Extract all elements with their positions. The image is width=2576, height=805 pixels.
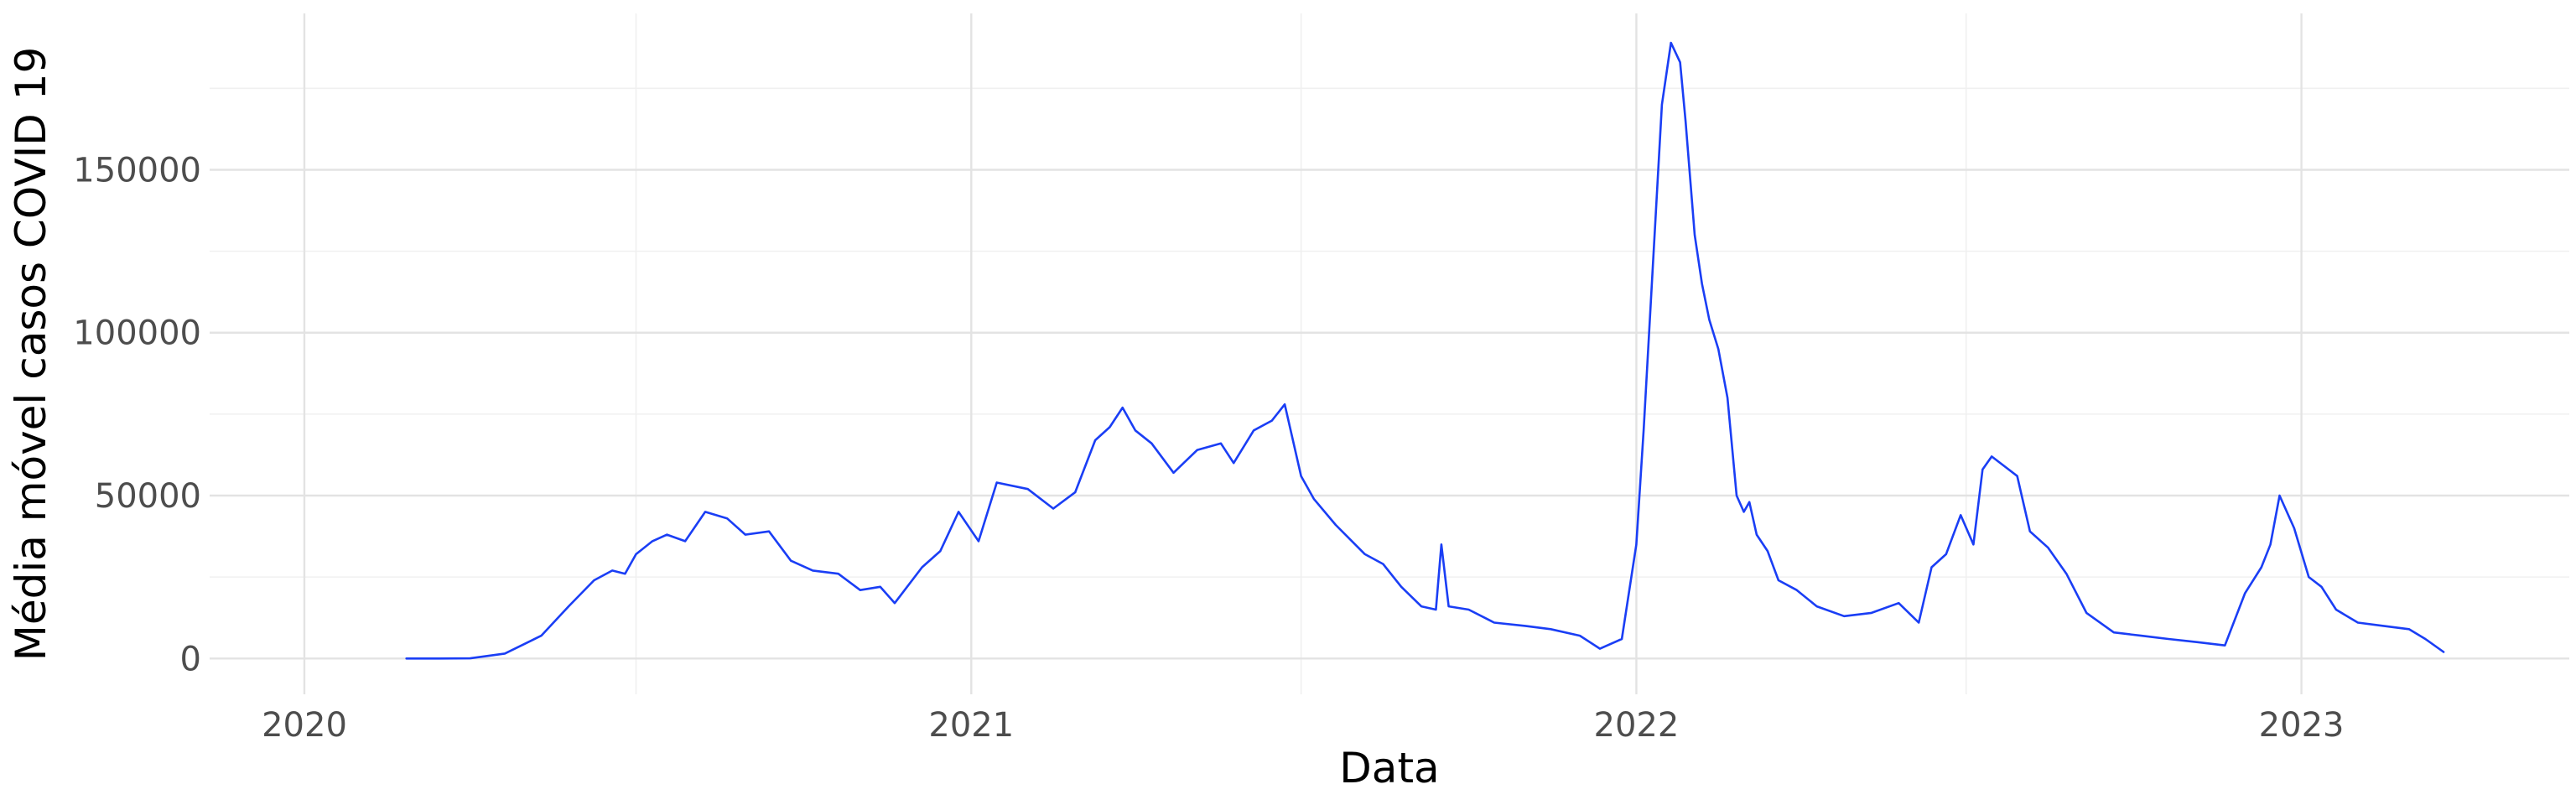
series-line xyxy=(405,41,2445,660)
x-axis-title: Data xyxy=(1339,744,1439,792)
x-tick-label: 2022 xyxy=(1594,706,1680,745)
minor-gridlines-x xyxy=(635,13,1967,694)
x-axis-tick-labels: 2020 2021 2022 2023 xyxy=(262,706,2344,745)
series-layer xyxy=(405,41,2445,660)
y-tick-label: 150000 xyxy=(73,151,201,190)
x-tick-label: 2021 xyxy=(928,706,1014,745)
y-tick-label: 50000 xyxy=(95,477,201,516)
y-tick-label: 0 xyxy=(180,640,201,678)
major-gridlines-x xyxy=(303,13,2303,694)
y-axis-title: Média móvel casos COVID 19 xyxy=(7,47,55,662)
y-axis-tick-labels: 0 50000 100000 150000 xyxy=(73,151,201,678)
major-gridlines-y xyxy=(210,169,2569,660)
minor-gridlines-y xyxy=(210,87,2569,578)
x-tick-label: 2023 xyxy=(2259,706,2345,745)
y-tick-label: 100000 xyxy=(73,314,201,353)
x-tick-label: 2020 xyxy=(262,706,347,745)
